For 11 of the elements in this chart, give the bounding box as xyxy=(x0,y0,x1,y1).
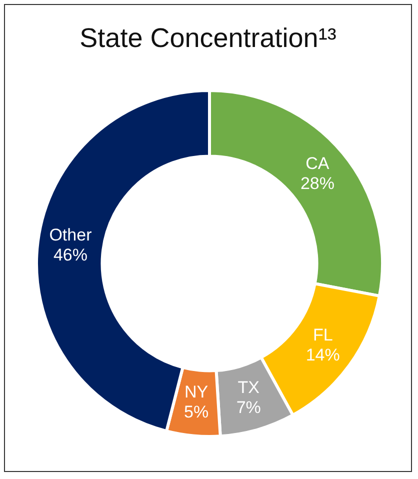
slice-label: NY xyxy=(184,382,208,402)
data-label: 14% xyxy=(306,346,340,365)
data-label: 5% xyxy=(184,402,209,422)
slice-label: TX xyxy=(238,378,260,397)
chart-title: State Concentration¹³ xyxy=(78,23,338,54)
slice-label: CA xyxy=(306,154,330,173)
slice-label: FL xyxy=(312,326,333,345)
data-label: 28% xyxy=(300,174,334,193)
data-label: 46% xyxy=(53,246,88,265)
slice-label: Other xyxy=(49,226,92,245)
data-label: 7% xyxy=(236,398,261,417)
